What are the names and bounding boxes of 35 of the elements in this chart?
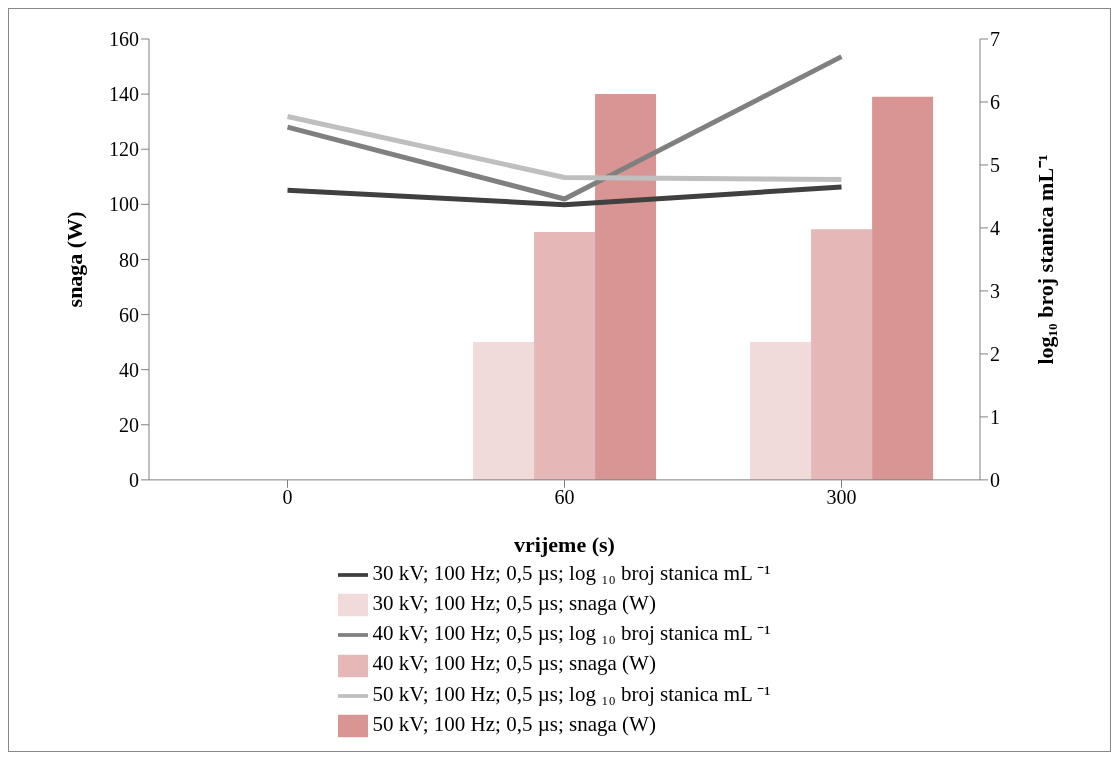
legend-label: 40 kV; 100 Hz; 0,5 µs; log ₁₀ broj stanica mL ⁻¹ <box>372 621 771 646</box>
y-tick-label: 0 <box>129 468 139 491</box>
y2-tick-label: 7 <box>990 28 1000 51</box>
y-tick-label: 140 <box>109 83 139 106</box>
y2-axis-title: log₁₀ broj stanica mL⁻¹ <box>1032 154 1058 365</box>
x-tick-label: 0 <box>282 486 293 509</box>
y-tick-label: 80 <box>119 248 139 271</box>
y2-tick-label: 5 <box>990 154 1000 177</box>
y-axis-title: snaga (W) <box>61 211 87 308</box>
bar <box>811 229 873 480</box>
y2-tick-label: 6 <box>990 91 1000 114</box>
bar <box>595 94 657 480</box>
y-tick-label: 100 <box>109 193 139 216</box>
legend-label: 30 kV; 100 Hz; 0,5 µs; log ₁₀ broj stanica mL ⁻¹ <box>372 560 771 585</box>
y2-tick-label: 2 <box>990 343 1000 366</box>
legend-label: 30 kV; 100 Hz; 0,5 µs; snaga (W) <box>372 591 656 616</box>
bar <box>750 342 812 480</box>
y-tick-label: 20 <box>119 413 139 436</box>
y2-tick-label: 4 <box>990 217 1000 240</box>
legend-label: 50 kV; 100 Hz; 0,5 µs; log ₁₀ broj stanica mL ⁻¹ <box>372 681 771 706</box>
x-tick-label: 300 <box>826 486 857 509</box>
y-tick-label: 40 <box>119 358 139 381</box>
bar <box>473 342 535 480</box>
x-axis-title: vrijeme (s) <box>514 531 615 557</box>
y-tick-label: 60 <box>119 303 139 326</box>
y-tick-label: 160 <box>109 28 139 51</box>
bar <box>872 96 934 480</box>
y2-tick-label: 3 <box>990 280 1000 303</box>
legend-label: 50 kV; 100 Hz; 0,5 µs; snaga (W) <box>372 711 656 736</box>
legend-label: 40 kV; 100 Hz; 0,5 µs; snaga (W) <box>372 651 656 676</box>
y2-tick-label: 0 <box>990 468 1000 491</box>
bar <box>534 231 596 480</box>
y-tick-label: 120 <box>109 138 139 161</box>
x-tick-label: 60 <box>554 486 575 509</box>
y2-tick-label: 1 <box>990 405 1000 428</box>
